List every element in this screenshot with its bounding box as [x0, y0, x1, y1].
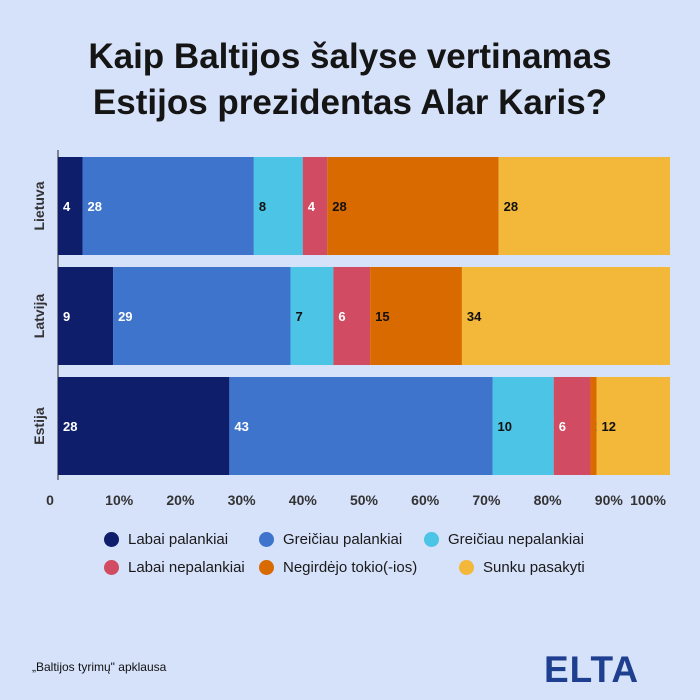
bar-segment	[370, 267, 462, 365]
bar-segment	[302, 157, 328, 255]
x-tick-label: 30%	[228, 492, 257, 508]
legend-item: Greičiau palankiai	[259, 531, 402, 548]
legend-label: Greičiau palankiai	[283, 531, 403, 548]
legend-label: Labai nepalankiai	[128, 559, 245, 576]
legend-item: Labai nepalankiai	[104, 559, 245, 576]
x-tick-label: 100%	[630, 492, 666, 508]
bar-segment	[498, 157, 670, 255]
source-note: „Baltijos tyrimų" apklausa	[32, 660, 167, 674]
data-label: 7	[296, 309, 303, 324]
legend-label: Greičiau nepalankiai	[448, 531, 584, 548]
data-label: 28	[332, 199, 346, 214]
data-label: 6	[559, 419, 566, 434]
bar-segment	[492, 377, 554, 475]
legend-swatch	[259, 532, 274, 547]
legend-label: Sunku pasakyti	[483, 559, 585, 576]
x-tick-label: 0	[46, 492, 54, 508]
data-label: 6	[338, 309, 345, 324]
legend-swatch	[104, 532, 119, 547]
bar-segment	[290, 267, 334, 365]
category-label: Latvija	[31, 294, 47, 339]
bar-segment	[590, 377, 597, 475]
data-label: 34	[467, 309, 482, 324]
x-tick-label: 80%	[534, 492, 563, 508]
data-label: 12	[602, 419, 616, 434]
category-label: Estija	[31, 407, 47, 445]
bar-segment	[58, 267, 114, 365]
x-tick-label: 70%	[472, 492, 501, 508]
data-label: 28	[504, 199, 518, 214]
data-label: 28	[63, 419, 77, 434]
legend-item: Greičiau nepalankiai	[424, 531, 584, 548]
bar-segment	[58, 157, 83, 255]
legend-item: Sunku pasakyti	[459, 559, 585, 576]
legend-label: Labai palankiai	[128, 531, 229, 548]
chart-title: Kaip Baltijos šalyse vertinamas Estijos …	[0, 34, 700, 126]
bar-segment	[333, 267, 371, 365]
data-label: 15	[375, 309, 389, 324]
bar-segment	[327, 157, 499, 255]
x-tick-label: 20%	[166, 492, 195, 508]
bar-segment	[229, 377, 493, 475]
bar-segment	[82, 157, 254, 255]
data-label: 29	[118, 309, 132, 324]
chart-title-line-2: Estijos prezidentas Alar Karis?	[92, 83, 608, 122]
x-tick-label: 90%	[595, 492, 624, 508]
legend-swatch	[259, 560, 274, 575]
bar-segment	[461, 267, 670, 365]
legend-swatch	[104, 560, 119, 575]
data-label: 28	[87, 199, 101, 214]
bar-segment	[58, 377, 230, 475]
elta-logo: ELTA	[544, 649, 640, 690]
data-label: 43	[234, 419, 248, 434]
legend-swatch	[459, 560, 474, 575]
category-label: Lietuva	[31, 181, 47, 230]
bar-segment	[253, 157, 303, 255]
legend-swatch	[424, 532, 439, 547]
data-label: 4	[308, 199, 316, 214]
chart-title-line-1: Kaip Baltijos šalyse vertinamas	[88, 37, 612, 76]
x-tick-label: 10%	[105, 492, 134, 508]
legend-item: Labai palankiai	[104, 531, 228, 548]
bar-segment	[113, 267, 291, 365]
x-tick-label: 60%	[411, 492, 440, 508]
bar-segment	[553, 377, 591, 475]
data-label: 4	[63, 199, 71, 214]
stacked-bar-chart: 4 28 8 4 28 28 Lietuva 9 29 7 6 15 34 Latvija 28 43 10 6 1…	[31, 150, 670, 508]
bar-segment	[596, 377, 670, 475]
x-tick-label: 40%	[289, 492, 318, 508]
x-tick-label: 50%	[350, 492, 379, 508]
data-label: 8	[259, 199, 266, 214]
data-label: 9	[63, 309, 70, 324]
data-label: 10	[498, 419, 512, 434]
legend-label: Negirdėjo tokio(-ios)	[283, 559, 418, 576]
legend-item: Negirdėjo tokio(-ios)	[259, 559, 417, 576]
